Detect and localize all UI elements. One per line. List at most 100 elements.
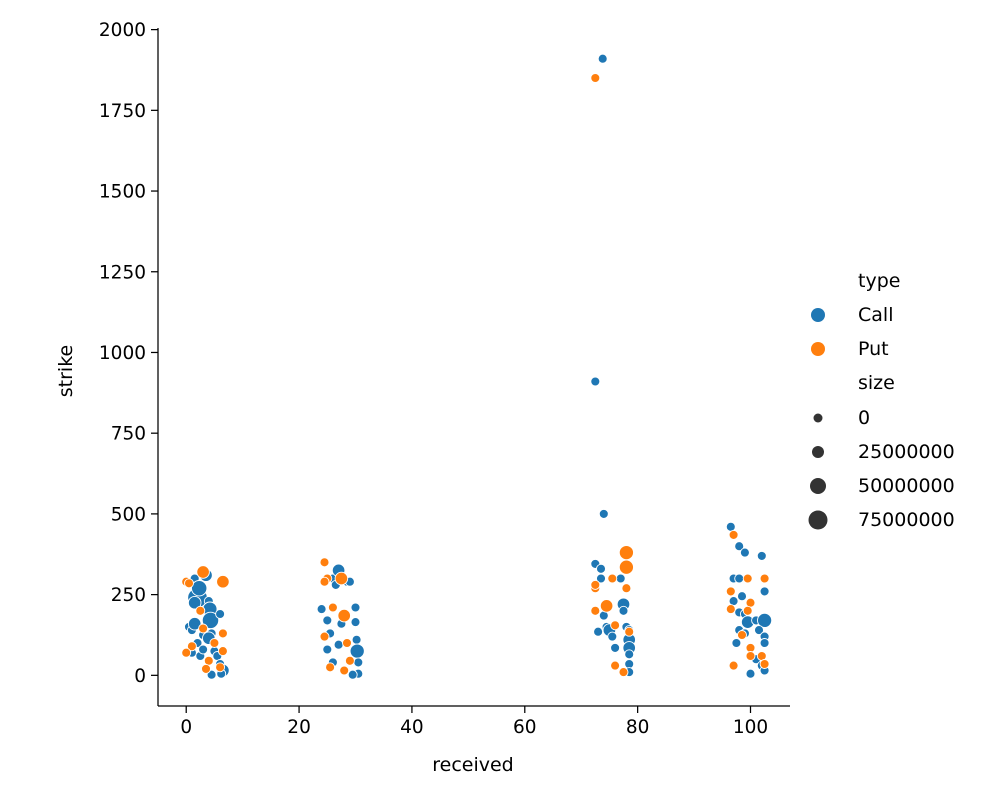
point-call-46 bbox=[598, 508, 609, 519]
point-put-20 bbox=[337, 608, 351, 623]
legend-put-label: Put bbox=[858, 338, 889, 360]
point-put-9 bbox=[217, 628, 228, 639]
point-put-38 bbox=[728, 529, 739, 540]
point-call-79 bbox=[757, 612, 773, 628]
point-call-66 bbox=[725, 521, 736, 532]
point-put-29 bbox=[599, 599, 614, 613]
point-put-1 bbox=[184, 578, 194, 589]
point-call-35 bbox=[350, 602, 361, 613]
point-call-72 bbox=[737, 591, 747, 602]
point-call-41 bbox=[347, 669, 358, 680]
point-call-39 bbox=[353, 657, 364, 668]
point-put-50 bbox=[728, 660, 739, 671]
legend-size-title: size bbox=[858, 372, 895, 394]
point-call-37 bbox=[351, 634, 362, 645]
point-put-44 bbox=[742, 605, 753, 616]
point-call-26 bbox=[322, 615, 333, 626]
point-put-14 bbox=[319, 557, 330, 568]
y-tick-label-6: 1500 bbox=[99, 182, 146, 203]
y-tick-label-3: 750 bbox=[111, 424, 146, 445]
x-axis-label: received bbox=[432, 754, 514, 776]
point-call-58 bbox=[618, 605, 629, 616]
point-call-63 bbox=[624, 649, 635, 660]
point-put-35 bbox=[624, 626, 635, 637]
point-put-12 bbox=[201, 663, 211, 674]
point-call-67 bbox=[734, 541, 745, 552]
legend-size-marker-2 bbox=[810, 478, 826, 494]
point-put-24 bbox=[339, 665, 350, 676]
point-put-26 bbox=[590, 605, 601, 616]
y-tick-label-4: 1000 bbox=[99, 343, 146, 364]
point-put-41 bbox=[742, 573, 753, 584]
point-put-21 bbox=[342, 638, 352, 648]
point-call-69 bbox=[756, 550, 767, 561]
x-tick-label-0: 0 bbox=[180, 717, 192, 738]
point-call-55 bbox=[610, 642, 621, 653]
point-call-85 bbox=[731, 638, 742, 648]
point-call-71 bbox=[734, 573, 745, 584]
point-call-25 bbox=[316, 604, 327, 615]
point-put-36 bbox=[610, 660, 621, 671]
point-put-17 bbox=[327, 602, 338, 613]
point-call-2 bbox=[187, 595, 202, 610]
y-tick-label-2: 500 bbox=[111, 504, 146, 525]
point-put-28 bbox=[590, 579, 601, 590]
legend-size-marker-3 bbox=[808, 510, 828, 530]
point-put-18 bbox=[319, 631, 330, 642]
point-put-43 bbox=[745, 597, 756, 608]
point-call-24 bbox=[198, 644, 209, 655]
x-tick-label-3: 60 bbox=[513, 717, 537, 738]
point-call-45 bbox=[597, 53, 608, 64]
x-tick-label-5: 100 bbox=[733, 717, 768, 738]
point-call-38 bbox=[349, 643, 365, 659]
point-call-48 bbox=[596, 563, 606, 574]
legend-call-marker bbox=[811, 308, 825, 322]
y-tick-label-5: 1250 bbox=[99, 262, 146, 283]
point-put-47 bbox=[745, 651, 756, 661]
point-call-44 bbox=[590, 376, 601, 387]
point-put-33 bbox=[618, 559, 634, 575]
point-put-11 bbox=[203, 655, 214, 666]
point-call-5 bbox=[187, 616, 202, 631]
point-put-40 bbox=[725, 604, 736, 615]
point-call-73 bbox=[759, 586, 770, 597]
point-put-10 bbox=[217, 646, 228, 657]
points-layer bbox=[181, 53, 773, 680]
y-axis-label: strike bbox=[55, 345, 77, 397]
point-call-32 bbox=[333, 639, 344, 650]
point-put-7 bbox=[181, 647, 192, 658]
point-put-13 bbox=[215, 662, 226, 673]
legend: type Call Put size 0 25000000 50000000 7… bbox=[808, 270, 955, 531]
point-put-30 bbox=[607, 573, 618, 584]
point-call-84 bbox=[759, 638, 770, 648]
y-tick-label-1: 250 bbox=[111, 585, 146, 606]
point-call-36 bbox=[350, 617, 361, 628]
point-put-39 bbox=[725, 586, 736, 597]
legend-size-label-2: 50000000 bbox=[858, 475, 955, 497]
legend-put-marker bbox=[811, 342, 825, 356]
legend-size-label-3: 75000000 bbox=[858, 509, 955, 531]
legend-size-label-1: 25000000 bbox=[858, 441, 955, 463]
point-call-56 bbox=[615, 573, 626, 584]
point-put-32 bbox=[618, 545, 634, 561]
point-put-37 bbox=[618, 667, 629, 678]
point-put-23 bbox=[325, 662, 336, 673]
point-put-45 bbox=[737, 630, 747, 640]
y-tick-label-8: 2000 bbox=[99, 20, 146, 41]
legend-size-label-0: 0 bbox=[858, 407, 870, 429]
point-call-43 bbox=[322, 644, 333, 655]
point-put-2 bbox=[196, 565, 210, 579]
point-put-19 bbox=[334, 571, 349, 586]
x-tick-label-2: 40 bbox=[400, 717, 424, 738]
point-put-31 bbox=[610, 620, 621, 631]
point-put-34 bbox=[621, 583, 632, 594]
point-put-4 bbox=[186, 641, 197, 652]
point-call-53 bbox=[593, 626, 604, 637]
point-put-5 bbox=[198, 623, 209, 634]
point-call-54 bbox=[607, 631, 618, 642]
point-call-49 bbox=[596, 573, 606, 584]
point-call-82 bbox=[754, 625, 764, 636]
point-put-16 bbox=[319, 576, 330, 587]
legend-size-marker-1 bbox=[812, 446, 824, 458]
x-tick-label-1: 20 bbox=[287, 717, 311, 738]
